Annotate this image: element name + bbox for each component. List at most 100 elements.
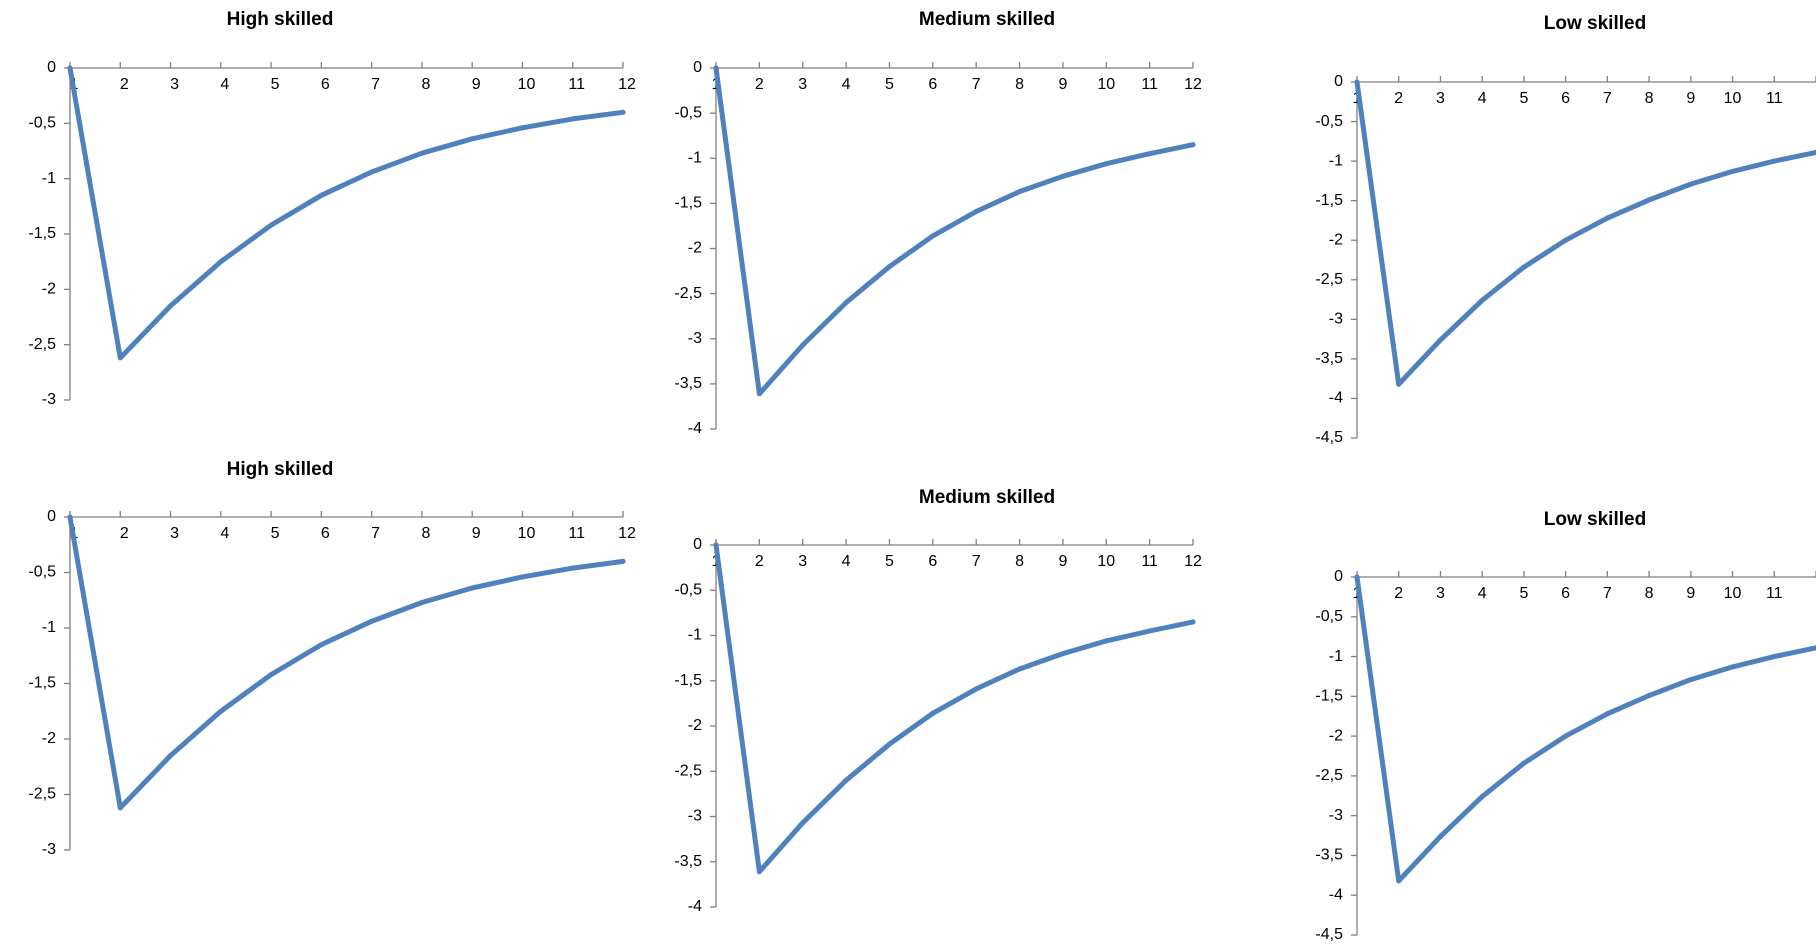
y-tick-label: -3: [688, 330, 702, 347]
y-tick-label: 0: [1334, 73, 1343, 90]
y-tick-label: -1,5: [28, 675, 56, 692]
y-tick-label: -1: [1329, 648, 1343, 665]
x-tick-label: 4: [842, 76, 851, 93]
data-point: [1147, 628, 1153, 634]
data-point: [570, 116, 576, 122]
y-tick-label: -1: [688, 149, 702, 166]
y-tick-label: -2: [42, 281, 56, 298]
y-tick-label: -2,5: [1315, 271, 1343, 288]
data-point: [1103, 638, 1109, 644]
chart-panel-medium-skilled-top: Medium skilled 0 -0,5 -1 -1,5 -2 -2,5 -3 -3,5 -4 1…: [0, 0, 1816, 460]
chart-svg: High skilled 0 -0,5 -1 -1,5 -2 -2,5 -3 1 2 3 4 5 6 7 8 9…: [28, 459, 636, 858]
y-tick-label: -1: [688, 627, 702, 644]
data-point: [419, 150, 425, 156]
data-point: [973, 686, 979, 692]
x-tick-label: 5: [1519, 90, 1528, 107]
y-tick-label: -1,5: [674, 195, 702, 212]
x-tick-label: 2: [120, 76, 129, 93]
data-point: [1479, 794, 1485, 800]
data-point: [218, 708, 224, 714]
x-tick-label: 3: [798, 553, 807, 570]
data-point: [713, 542, 719, 548]
y-tick-label: -2,5: [674, 762, 702, 779]
y-tick-label: -0,5: [674, 581, 702, 598]
data-point: [117, 805, 123, 811]
y-tick-label: -2,5: [674, 285, 702, 302]
x-tick-label: 11: [1141, 76, 1158, 93]
y-tick-label: -2: [1329, 231, 1343, 248]
data-point: [1604, 215, 1610, 221]
y-tick-label: -1: [42, 619, 56, 636]
data-point: [1521, 264, 1527, 270]
x-tick-label: 4: [1478, 585, 1487, 602]
y-tick-label: -1,5: [1315, 192, 1343, 209]
data-point: [843, 777, 849, 783]
data-point: [930, 233, 936, 239]
data-point: [887, 264, 892, 270]
x-tick-label: 12: [618, 76, 636, 93]
y-tick-label: -0,5: [28, 115, 56, 132]
data-point: [318, 642, 324, 648]
x-tick-label: 10: [518, 76, 536, 93]
y-tick-label: -2: [688, 717, 702, 734]
data-point: [800, 342, 806, 348]
data-point: [1730, 168, 1735, 174]
data-point: [1604, 711, 1610, 717]
series-line: [67, 514, 626, 811]
data-point: [620, 558, 626, 564]
y-tick-label: -3,5: [1315, 350, 1343, 367]
y-tick-label: -4: [1329, 390, 1343, 407]
data-point: [887, 741, 892, 747]
chart-title: Medium skilled: [919, 9, 1055, 30]
y-tick-label: -1,5: [28, 225, 56, 242]
x-tick-label: 3: [798, 76, 807, 93]
x-tick-label: 5: [885, 553, 894, 570]
x-tick-label: 7: [1603, 90, 1612, 107]
x-tick-label: 4: [220, 76, 229, 93]
x-tick-label: 9: [472, 76, 481, 93]
y-tick-label: -3: [1329, 807, 1343, 824]
x-tick-label: 5: [885, 76, 894, 93]
chart-panel-low-skilled-top: Low skilled 0 -0,5 -1 -1,5 -2 -2,5 -3 -3,5 -4 -4,5…: [0, 0, 1816, 470]
data-point: [1813, 149, 1816, 155]
series-line: [67, 65, 626, 361]
data-point: [67, 514, 73, 520]
chart-title: Low skilled: [1544, 13, 1646, 34]
y-tick-label: -2,5: [28, 786, 56, 803]
data-point: [1147, 151, 1153, 157]
data-point: [1688, 181, 1694, 187]
data-point: [369, 169, 375, 175]
y-tick-label: -3: [42, 391, 56, 408]
x-tick-label: 10: [1724, 585, 1742, 602]
x-tick-label: 12: [1184, 76, 1202, 93]
data-point: [1190, 619, 1196, 625]
y-tick-label: 0: [47, 508, 56, 525]
x-tick-label: 8: [1645, 90, 1654, 107]
data-point: [1479, 297, 1485, 303]
x-tick-label: 8: [1015, 76, 1024, 93]
y-tick-label: -3: [1329, 311, 1343, 328]
x-tick-label: 2: [1394, 90, 1403, 107]
x-tick-label: 11: [1766, 585, 1783, 602]
data-point: [1354, 79, 1360, 85]
data-point: [67, 65, 73, 71]
y-tick-label: -3,5: [674, 853, 702, 870]
data-point: [1354, 574, 1360, 580]
x-tick-label: 7: [371, 525, 380, 542]
y-tick-label: -1,5: [1315, 688, 1343, 705]
data-point: [1771, 654, 1777, 660]
data-point: [1103, 161, 1109, 167]
data-point: [570, 565, 576, 571]
data-point: [1017, 666, 1022, 672]
y-tick-label: -3,5: [1315, 847, 1343, 864]
x-tick-label: 4: [220, 525, 229, 542]
x-tick-label: 2: [1394, 585, 1403, 602]
x-tick-label: 2: [120, 525, 129, 542]
y-tick-label: -3: [688, 808, 702, 825]
x-tick-label: 10: [1097, 553, 1115, 570]
data-point: [268, 222, 274, 228]
data-point: [1521, 760, 1527, 766]
